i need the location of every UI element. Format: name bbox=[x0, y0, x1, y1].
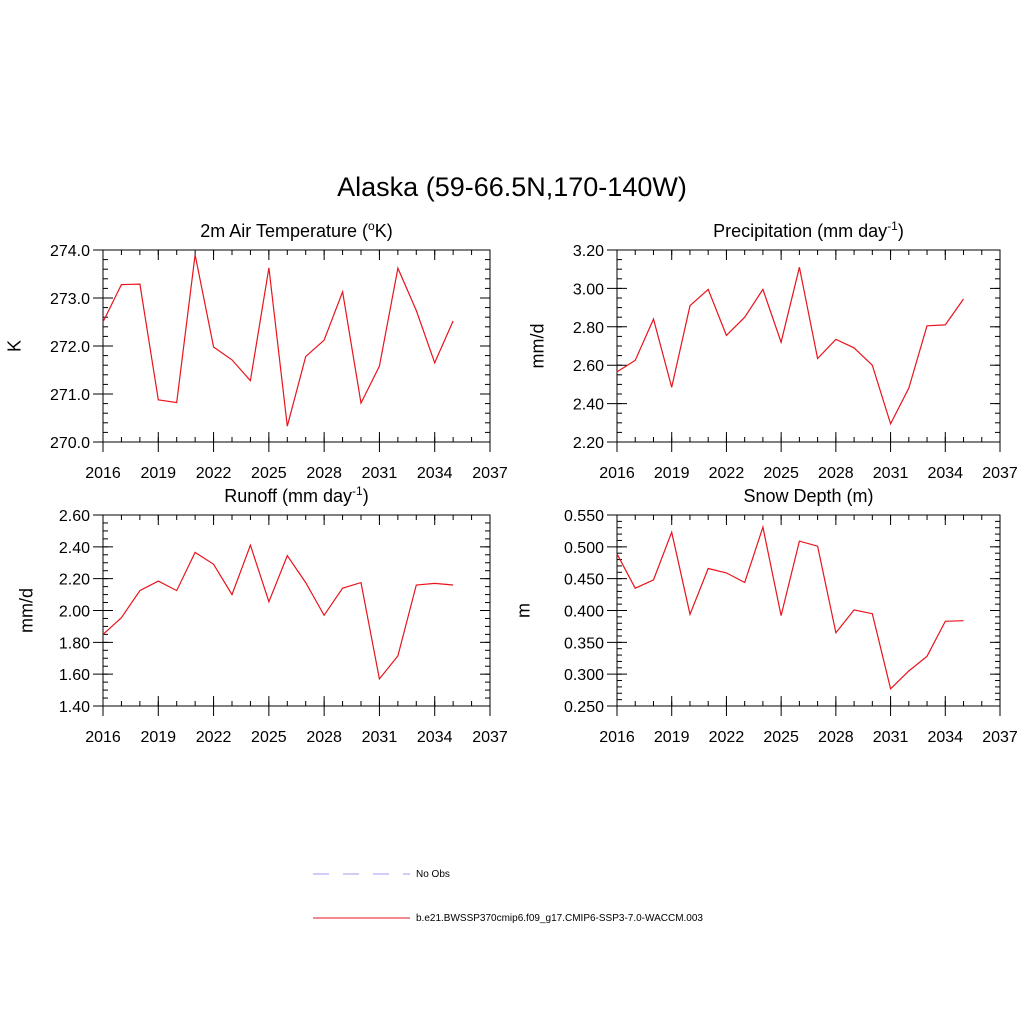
series-line bbox=[102, 254, 454, 427]
x-tick-label: 2028 bbox=[818, 465, 854, 482]
plot-frame bbox=[102, 249, 491, 443]
y-tick-label: 0.550 bbox=[564, 508, 604, 525]
panel-runoff: Runoff (mm day-1) 1.40 1.60 1.80 2.00 2.20 2.4… bbox=[16, 484, 508, 746]
x-tick-label: 2037 bbox=[982, 729, 1018, 746]
panel-title-suffix: ) bbox=[363, 486, 369, 506]
y-tick-label: 0.400 bbox=[564, 604, 604, 621]
y-tick-label: 271.0 bbox=[50, 387, 90, 404]
y-tick-label: 2.20 bbox=[573, 435, 604, 452]
x-tick-label: 2022 bbox=[196, 465, 232, 482]
panel-title-text: Snow Depth (m) bbox=[743, 486, 873, 506]
y-tick-label: 0.350 bbox=[564, 635, 604, 652]
panel-title-text: Precipitation (mm day bbox=[713, 221, 887, 241]
x-tick-label: 2025 bbox=[251, 729, 287, 746]
panel-precipitation: Precipitation (mm day-1) 2.20 2.40 2.60 2.80… bbox=[527, 219, 1018, 482]
y-tick-label: 270.0 bbox=[50, 435, 90, 452]
panel-title-suffix: ) bbox=[898, 221, 904, 241]
x-tick-label: 2031 bbox=[362, 465, 398, 482]
x-tick-label: 2031 bbox=[873, 729, 909, 746]
x-tick-label: 2037 bbox=[982, 465, 1018, 482]
y-tick-label: 0.250 bbox=[564, 699, 604, 716]
legend-label-model: b.e21.BWSSP370cmip6.f09_g17.CMIP6-SSP3-7… bbox=[416, 913, 703, 924]
y-tick-label: 2.20 bbox=[59, 572, 90, 589]
x-tick-label: 2019 bbox=[140, 729, 176, 746]
figure-title: Alaska (59-66.5N,170-140W) bbox=[337, 172, 687, 202]
x-tick-label: 2034 bbox=[417, 465, 453, 482]
y-tick-label: 0.450 bbox=[564, 572, 604, 589]
series-line bbox=[102, 543, 454, 681]
series-line bbox=[616, 267, 964, 426]
y-tick-label: 2.80 bbox=[573, 320, 604, 337]
x-tick-label: 2022 bbox=[196, 729, 232, 746]
panel-title-text: 2m Air Temperature ( bbox=[200, 221, 368, 241]
y-tick-label: 2.60 bbox=[59, 508, 90, 525]
panel-snow-depth: Snow Depth (m) 0.250 0.300 0.350 0.400 0.450 0… bbox=[513, 486, 1018, 746]
panel-title-superscript: o bbox=[368, 219, 375, 233]
panel-title: Snow Depth (m) bbox=[743, 486, 873, 506]
x-tick-label: 2016 bbox=[599, 465, 635, 482]
panel-title-superscript: -1 bbox=[352, 484, 363, 498]
x-tick-label: 2034 bbox=[417, 729, 453, 746]
y-axis-label: K bbox=[4, 340, 24, 352]
x-tick-label: 2025 bbox=[251, 465, 287, 482]
y-tick-label: 0.300 bbox=[564, 667, 604, 684]
legend: No Obs b.e21.BWSSP370cmip6.f09_g17.CMIP6… bbox=[313, 869, 703, 924]
y-tick-label: 3.00 bbox=[573, 281, 604, 298]
panel-title: Runoff (mm day-1) bbox=[224, 484, 368, 506]
x-tick-label: 2025 bbox=[763, 465, 799, 482]
series-line bbox=[616, 524, 964, 690]
x-tick-label: 2028 bbox=[306, 729, 342, 746]
panel-title-superscript: -1 bbox=[887, 219, 898, 233]
x-tick-label: 2016 bbox=[85, 465, 121, 482]
panel-title-suffix: K) bbox=[375, 221, 393, 241]
y-tick-label: 1.40 bbox=[59, 699, 90, 716]
x-tick-label: 2028 bbox=[306, 465, 342, 482]
y-tick-label: 272.0 bbox=[50, 339, 90, 356]
x-tick-label: 2028 bbox=[818, 729, 854, 746]
x-tick-label: 2025 bbox=[763, 729, 799, 746]
panel-title: Precipitation (mm day-1) bbox=[713, 219, 904, 241]
x-tick-label: 2019 bbox=[654, 465, 690, 482]
x-tick-label: 2037 bbox=[472, 465, 508, 482]
plot-frame bbox=[616, 249, 1001, 443]
panel-title: 2m Air Temperature (oK) bbox=[200, 219, 392, 241]
x-tick-label: 2034 bbox=[927, 465, 963, 482]
x-tick-label: 2037 bbox=[472, 729, 508, 746]
y-tick-label: 2.40 bbox=[59, 540, 90, 557]
x-tick-label: 2031 bbox=[362, 729, 398, 746]
y-tick-label: 1.80 bbox=[59, 635, 90, 652]
y-axis-label: mm/d bbox=[16, 588, 36, 633]
x-tick-label: 2022 bbox=[709, 465, 745, 482]
x-tick-label: 2016 bbox=[599, 729, 635, 746]
x-tick-label: 2016 bbox=[85, 729, 121, 746]
x-tick-label: 2019 bbox=[654, 729, 690, 746]
y-tick-label: 3.20 bbox=[573, 243, 604, 260]
y-tick-label: 273.0 bbox=[50, 291, 90, 308]
y-tick-label: 1.60 bbox=[59, 667, 90, 684]
y-tick-label: 2.60 bbox=[573, 358, 604, 375]
x-tick-label: 2019 bbox=[140, 465, 176, 482]
x-tick-label: 2034 bbox=[927, 729, 963, 746]
y-tick-label: 2.40 bbox=[573, 397, 604, 414]
x-tick-label: 2022 bbox=[709, 729, 745, 746]
x-tick-label: 2031 bbox=[873, 465, 909, 482]
panel-air-temperature: 2m Air Temperature (oK) 270.0 271.0 272.0 27… bbox=[4, 219, 508, 482]
legend-label-no-obs: No Obs bbox=[416, 869, 450, 880]
panel-title-text: Runoff (mm day bbox=[224, 486, 352, 506]
y-axis-label: m bbox=[513, 603, 533, 618]
plot-frame bbox=[102, 514, 491, 707]
y-tick-label: 0.500 bbox=[564, 540, 604, 557]
y-axis-label: mm/d bbox=[527, 324, 547, 369]
y-tick-label: 274.0 bbox=[50, 243, 90, 260]
y-tick-label: 2.00 bbox=[59, 604, 90, 621]
